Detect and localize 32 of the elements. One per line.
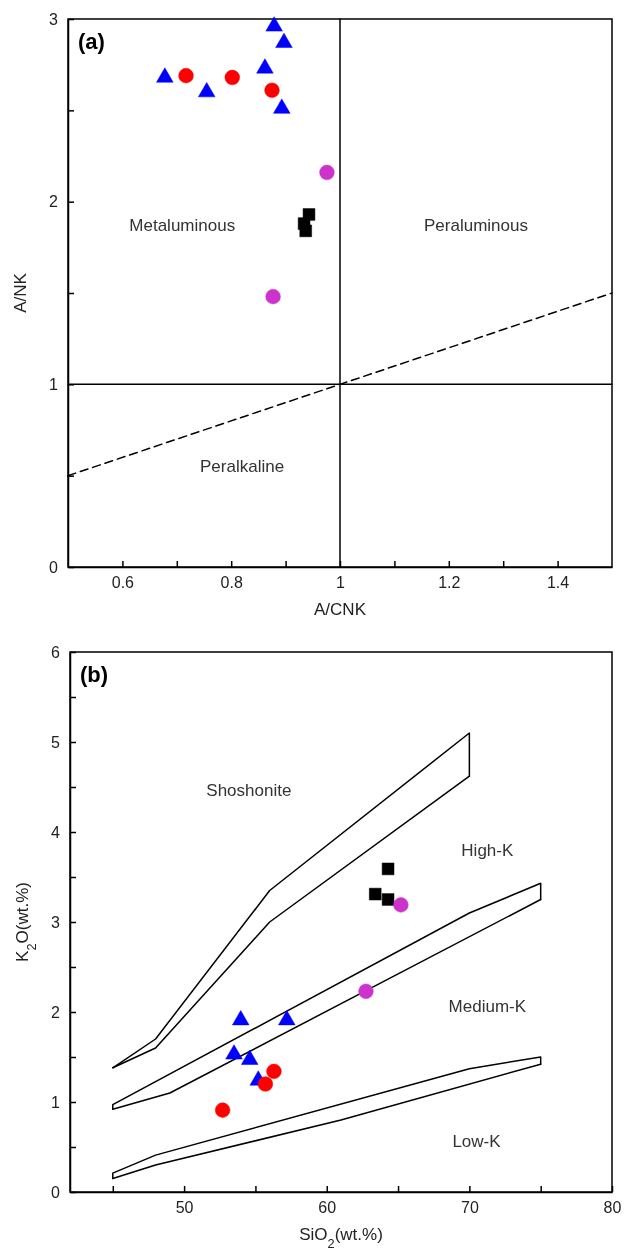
x-tick-label: 80 (603, 1199, 622, 1217)
x-tick-label: 0.6 (111, 574, 135, 592)
y-tick-label: 4 (51, 823, 61, 841)
y-tick-label: 3 (49, 10, 59, 28)
y-tick-label: 1 (51, 1093, 61, 1111)
chart-title: (b) (80, 662, 109, 687)
annotation: Peraluminous (424, 216, 528, 236)
x-tick-label: 1.4 (546, 574, 570, 592)
y-tick-label: 0 (49, 558, 59, 576)
x-tick-label: 60 (318, 1199, 337, 1217)
y-tick-label: 2 (49, 193, 59, 211)
x-tick-label: 1.2 (438, 574, 461, 592)
y-tick-label: 2 (51, 1003, 61, 1021)
x-axis-title: A/CNK (314, 600, 367, 619)
annotation: Peralkaline (200, 457, 285, 477)
x-axis-title: SiO$_{2}$(wt.%) (299, 1225, 383, 1251)
x-tick-label: 1 (336, 574, 346, 592)
annotation: Shoshonite (206, 781, 292, 801)
x-tick-label: 70 (460, 1199, 479, 1217)
annotation: Medium-K (448, 997, 527, 1017)
annotation: Low-K (452, 1132, 502, 1152)
annotation: High-K (461, 841, 514, 861)
x-tick-label: 50 (175, 1199, 194, 1217)
y-axis-title: A/NK (11, 272, 30, 313)
text: (a) (78, 29, 105, 54)
y-tick-label: 0 (51, 1183, 61, 1201)
y-tick-label: 5 (51, 733, 61, 751)
y-tick-label: 6 (51, 643, 61, 661)
y-tick-label: 3 (51, 913, 61, 931)
x-tick-label: 0.8 (220, 574, 243, 592)
annotation: Metaluminous (129, 216, 236, 236)
y-tick-label: 1 (49, 375, 59, 393)
